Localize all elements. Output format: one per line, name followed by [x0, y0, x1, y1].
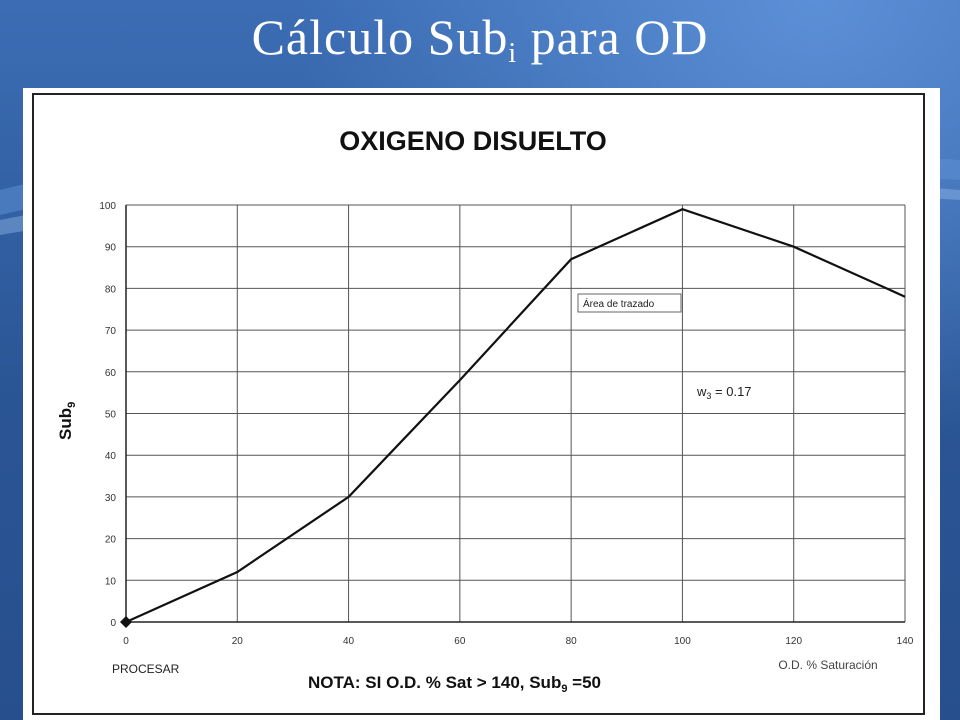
weight-annotation: w3 = 0.17: [696, 384, 752, 401]
y-tick-label: 50: [105, 410, 117, 421]
slide-title: Cálculo Subi para OD: [251, 9, 709, 69]
chart-grid: [125, 204, 906, 623]
x-tick-label: 140: [897, 636, 914, 647]
y-tick-labels: 0 10 20 30 40 50 60 70 80 90 100: [99, 201, 116, 629]
chart-frame: [32, 93, 925, 715]
y-tick-label: 10: [105, 576, 117, 587]
x-tick-labels: 0 20 40 60 80 100 120 140: [123, 636, 914, 647]
x-tick-label: 40: [343, 636, 355, 647]
series-line: [125, 208, 906, 624]
y-tick-label: 90: [105, 243, 117, 254]
data-point-marker: [120, 616, 132, 628]
y-tick-label: 70: [105, 326, 117, 337]
x-tick-label: 60: [454, 636, 466, 647]
x-tick-label: 0: [123, 636, 129, 647]
x-axis-label: O.D. % Saturación: [778, 658, 877, 672]
plot-area-tooltip: Área de trazado: [577, 293, 682, 313]
x-tick-label: 20: [232, 636, 244, 647]
series-points: [120, 616, 132, 628]
chart-title: OXIGENO DISUELTO: [339, 126, 607, 156]
y-tick-label: 80: [105, 284, 117, 295]
svg-text:Área de trazado: Área de trazado: [583, 297, 655, 310]
note-text: NOTA: SI O.D. % Sat > 140, Sub9 =50: [308, 673, 601, 695]
procesar-button[interactable]: PROCESAR: [112, 662, 180, 676]
y-axis-label: Sub9: [56, 402, 78, 440]
y-tick-label: 100: [99, 201, 116, 212]
x-tick-label: 100: [674, 636, 691, 647]
y-tick-label: 20: [105, 535, 117, 546]
x-tick-label: 80: [566, 636, 578, 647]
y-tick-label: 40: [105, 451, 117, 462]
y-tick-label: 60: [105, 368, 117, 379]
chart-figure: [23, 88, 940, 720]
y-tick-label: 30: [105, 493, 117, 504]
y-tick-label: 0: [110, 618, 116, 629]
x-tick-label: 120: [785, 636, 802, 647]
